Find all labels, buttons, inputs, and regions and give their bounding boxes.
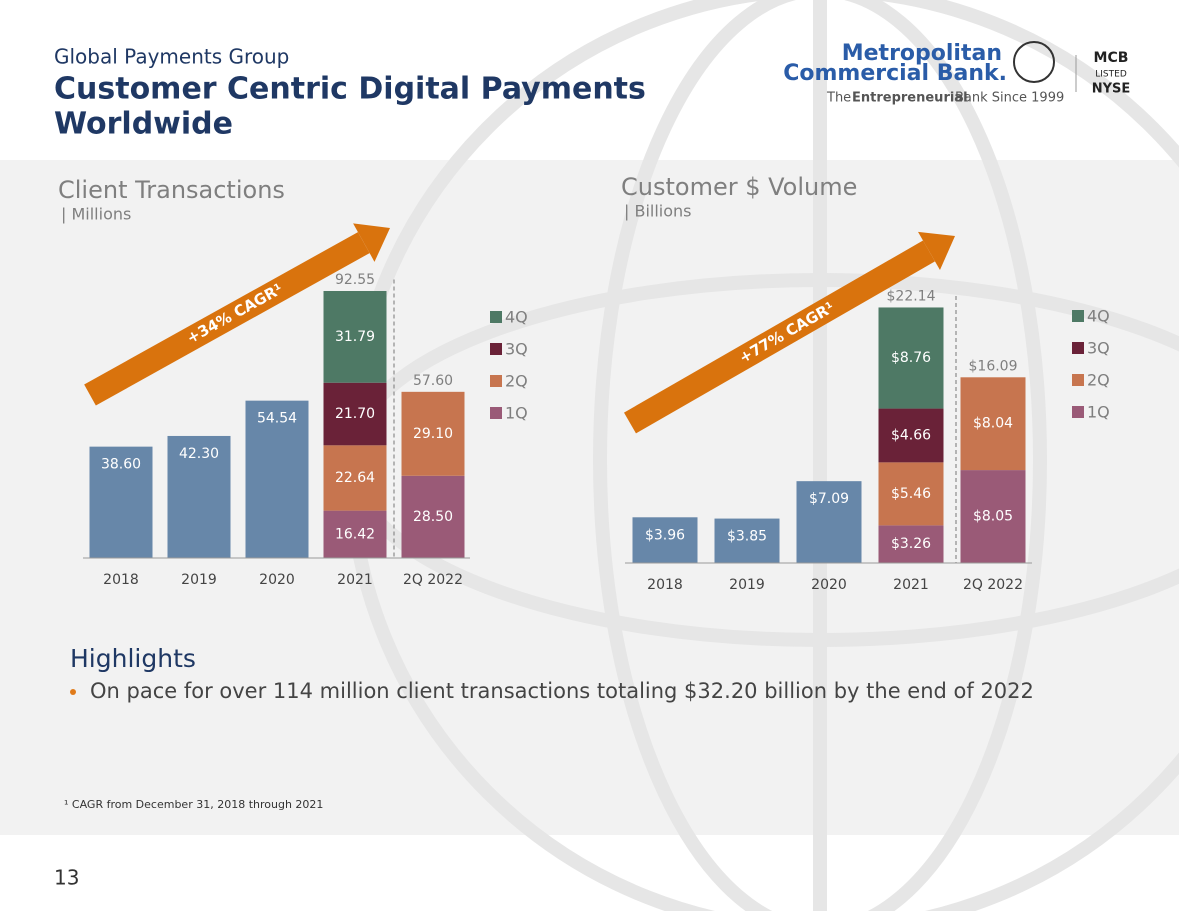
- legend-swatch: [490, 375, 502, 387]
- legend-swatch: [490, 311, 502, 323]
- bar: [89, 446, 153, 558]
- segment-value-label: 31.79: [335, 329, 375, 345]
- bar-value-label: $3.85: [727, 529, 767, 545]
- bar-segment: [323, 382, 387, 446]
- bar: [167, 435, 231, 558]
- cagr-arrowhead: [918, 231, 955, 271]
- cagr-arrow: [624, 240, 935, 434]
- bar-segment: [878, 525, 944, 563]
- bar-segment: [878, 462, 944, 526]
- total-label: $16.09: [969, 358, 1018, 374]
- segment-value-label: $8.04: [973, 416, 1013, 432]
- logo-text: Commercial Bank.: [783, 61, 1007, 86]
- legend-label: 1Q: [1087, 403, 1110, 422]
- bar-segment: [401, 391, 465, 476]
- segment-value-label: 16.42: [335, 526, 375, 542]
- logo-exchange: NYSE: [1092, 82, 1131, 97]
- segment-value-label: $5.46: [891, 486, 931, 502]
- x-tick-label: 2018: [647, 577, 683, 593]
- segment-value-label: $4.66: [891, 427, 931, 443]
- logo-text: Metropolitan: [842, 41, 1002, 66]
- highlights-heading: Highlights: [70, 644, 196, 673]
- legend-label: 3Q: [1087, 339, 1110, 358]
- chart-title: Customer $ Volume: [621, 173, 857, 201]
- bar-value-label: $3.96: [645, 527, 685, 543]
- bar-value-label: 38.60: [101, 457, 141, 473]
- bar-segment: [878, 408, 944, 463]
- legend-label: 2Q: [505, 372, 528, 391]
- bar-segment: [323, 510, 387, 558]
- bar: [796, 481, 862, 563]
- page-number: 13: [54, 866, 79, 890]
- bar: [714, 518, 780, 563]
- bar-segment: [323, 290, 387, 383]
- bullet: [70, 689, 76, 695]
- charts: Client Transactions| Millions+34% CAGR¹2…: [58, 173, 1110, 593]
- total-label: $22.14: [887, 288, 936, 304]
- slide-title: Worldwide: [54, 107, 233, 142]
- logo-tagline: Entrepreneurial: [852, 91, 968, 106]
- cagr-arrowhead: [353, 223, 390, 262]
- bar-segment: [960, 470, 1026, 563]
- bar-value-label: 54.54: [257, 411, 297, 427]
- logo-eagle: [1013, 41, 1055, 83]
- bar-value-label: 42.30: [179, 446, 219, 462]
- x-tick-label: 2020: [259, 572, 295, 588]
- segment-value-label: $8.05: [973, 509, 1013, 525]
- x-tick-label: 2018: [103, 572, 139, 588]
- bar-value-label: $7.09: [809, 491, 849, 507]
- segment-value-label: $3.26: [891, 536, 931, 552]
- bar: [245, 400, 309, 558]
- chart-title: Client Transactions: [58, 176, 285, 204]
- logo-listed: LISTED: [1095, 70, 1127, 80]
- segment-value-label: 21.70: [335, 406, 375, 422]
- legend-label: 4Q: [1087, 307, 1110, 326]
- bar: [632, 517, 698, 563]
- chart-subtitle: | Millions: [61, 205, 131, 224]
- legend-label: 2Q: [1087, 371, 1110, 390]
- legend-swatch: [490, 407, 502, 419]
- logo: Metropolitan Commercial Bank. The Entrep…: [783, 41, 1130, 106]
- chart-subtitle: | Billions: [624, 202, 692, 221]
- legend-label: 1Q: [505, 404, 528, 423]
- x-tick-label: 2Q 2022: [403, 572, 463, 588]
- x-tick-label: 2020: [811, 577, 847, 593]
- legend-swatch: [1072, 406, 1084, 418]
- x-tick-label: 2019: [729, 577, 765, 593]
- segment-value-label: 29.10: [413, 426, 453, 442]
- segment-value-label: $8.76: [891, 350, 931, 366]
- legend-swatch: [1072, 342, 1084, 354]
- slide-title: Customer Centric Digital Payments: [54, 72, 646, 107]
- legend-label: 4Q: [505, 308, 528, 327]
- kicker: Global Payments Group: [54, 45, 289, 69]
- x-tick-label: 2021: [337, 572, 373, 588]
- legend-swatch: [1072, 374, 1084, 386]
- legend-swatch: [1072, 310, 1084, 322]
- bar-segment: [960, 377, 1026, 471]
- logo-ticker: MCB: [1094, 50, 1129, 66]
- bar-segment: [401, 475, 465, 558]
- highlights-bullet: On pace for over 114 million client tran…: [90, 679, 1034, 703]
- segment-value-label: 22.64: [335, 470, 375, 486]
- bar-segment: [323, 445, 387, 511]
- logo-tagline: The: [826, 91, 851, 106]
- x-tick-label: 2Q 2022: [963, 577, 1023, 593]
- bar-segment: [878, 307, 944, 409]
- x-tick-label: 2021: [893, 577, 929, 593]
- x-tick-label: 2019: [181, 572, 217, 588]
- cagr-arrow: [84, 232, 370, 406]
- total-label: 92.55: [335, 272, 375, 288]
- logo-tagline: Bank Since 1999: [955, 91, 1064, 106]
- legend-swatch: [490, 343, 502, 355]
- segment-value-label: 28.50: [413, 509, 453, 525]
- footnote: ¹ CAGR from December 31, 2018 through 20…: [64, 798, 323, 811]
- total-label: 57.60: [413, 373, 453, 389]
- legend-label: 3Q: [505, 340, 528, 359]
